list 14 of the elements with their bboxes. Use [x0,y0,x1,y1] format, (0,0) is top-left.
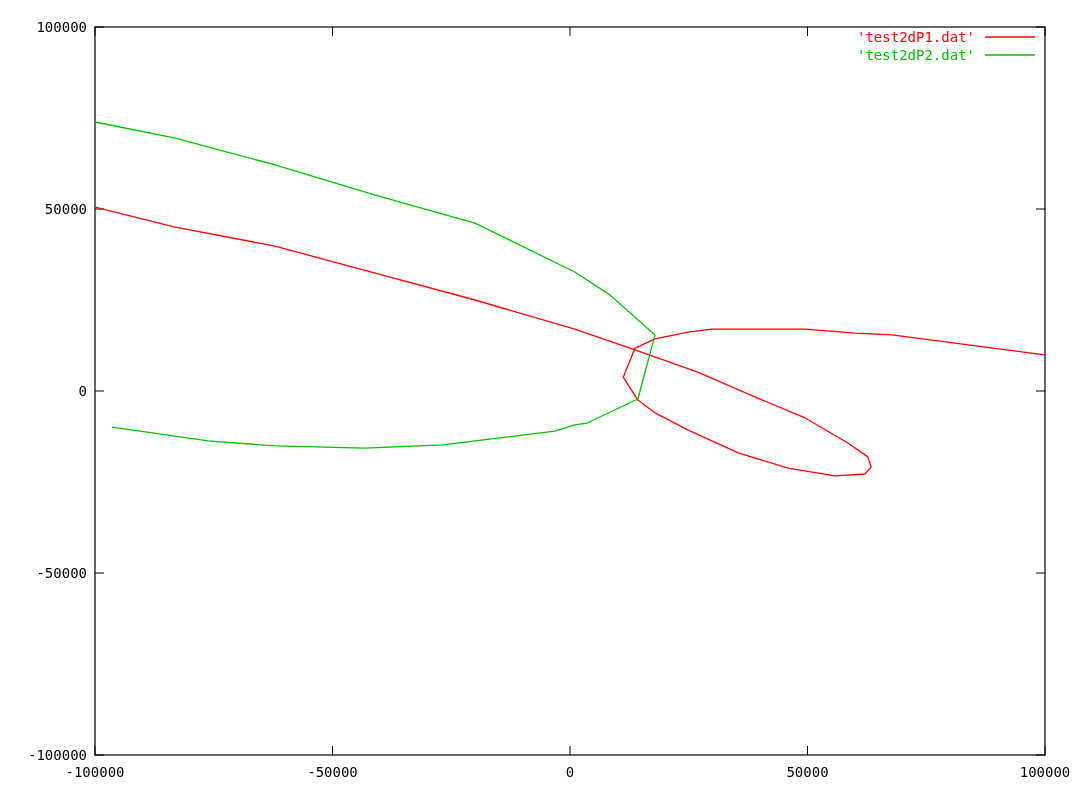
x-tick-label: -100000 [65,764,125,780]
y-tick-label: -100000 [27,746,87,763]
x-tick-label: 50000 [786,764,829,780]
x-tick-label: 0 [565,764,575,780]
line-series [94,206,1046,477]
legend-label: 'test2dP2.dat' [856,46,975,63]
y-tick-label: 0 [78,382,87,399]
legend-label: 'test2dP1.dat' [856,28,975,45]
x-tick-label: -50000 [307,764,358,780]
y-tick-label: 50000 [44,200,87,217]
y-tick-label: 100000 [36,18,87,35]
line-series [94,121,656,449]
x-tick-label: 100000 [1019,764,1071,780]
y-tick-label: -50000 [36,564,87,581]
